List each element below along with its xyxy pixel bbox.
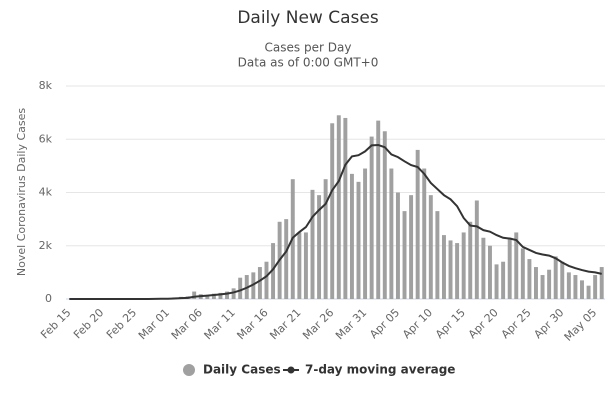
bar (428, 195, 433, 299)
bar (218, 292, 223, 299)
bar (211, 293, 216, 299)
bar (284, 219, 289, 299)
bar (501, 261, 506, 299)
bar (573, 275, 578, 299)
x-tick-label: Apr 30 (531, 306, 566, 341)
bar (468, 221, 473, 299)
y-tick-label: 4k (39, 186, 53, 199)
bar (363, 168, 368, 299)
bar (455, 243, 460, 299)
bar (231, 288, 236, 299)
bar (441, 235, 446, 299)
x-tick-label: Apr 15 (433, 306, 468, 341)
bar (547, 269, 552, 299)
bar (264, 261, 269, 299)
bar (507, 237, 512, 299)
legend-label: 7-day moving average (305, 363, 455, 377)
bar (395, 192, 400, 299)
x-tick-label: Mar 01 (136, 306, 172, 342)
moving-average-line (69, 143, 602, 300)
bar (415, 149, 420, 299)
y-axis-title: Novel Coronavirus Daily Cases (15, 108, 28, 276)
x-tick-label: Mar 26 (300, 306, 336, 342)
bar (586, 285, 591, 299)
bar (317, 195, 322, 299)
legend-symbol (287, 366, 295, 374)
bar (349, 173, 354, 299)
x-tick-label: Apr 10 (400, 306, 435, 341)
bar (422, 168, 427, 299)
x-tick-label: Feb 20 (71, 306, 106, 341)
bar (336, 115, 341, 299)
bar (409, 195, 414, 299)
legend-symbol (183, 364, 195, 376)
chart-subtitle: Data as of 0:00 GMT+0 (238, 56, 379, 70)
bar (402, 211, 407, 299)
bar (599, 267, 604, 299)
y-tick-label: 8k (39, 79, 53, 92)
bar (540, 275, 545, 299)
bar (560, 261, 565, 299)
x-tick-label: Apr 20 (466, 306, 501, 341)
bar (580, 280, 584, 299)
bar (257, 267, 262, 299)
bar (382, 131, 387, 299)
bar (566, 272, 571, 299)
x-tick-label: Mar 21 (267, 306, 303, 342)
bar (481, 237, 486, 299)
bar (356, 181, 361, 299)
x-tick-label: Mar 31 (333, 306, 369, 342)
bar (251, 272, 256, 299)
x-tick-label: Feb 25 (104, 306, 139, 341)
bar (369, 136, 374, 299)
y-tick-label: 2k (39, 239, 53, 252)
bar (238, 277, 243, 299)
x-tick-label: Apr 25 (499, 306, 534, 341)
bar (343, 117, 348, 299)
bar (389, 168, 394, 299)
bar (553, 256, 558, 299)
bar (192, 291, 197, 299)
y-tick-label: 6k (39, 132, 53, 145)
bar (330, 123, 335, 300)
bar (303, 232, 308, 299)
bar (435, 211, 440, 299)
bar (527, 259, 532, 299)
x-tick-label: Feb 15 (38, 306, 73, 341)
bar (520, 248, 525, 299)
bar (487, 245, 492, 299)
legend-label: Daily Cases (203, 363, 281, 377)
bar (461, 232, 466, 299)
x-tick-label: May 05 (562, 306, 600, 344)
x-tick-label: Mar 11 (202, 306, 238, 342)
bar (494, 264, 499, 299)
bar (310, 189, 315, 299)
bar (205, 295, 210, 299)
x-tick-label: Apr 05 (367, 306, 402, 341)
bar (534, 267, 538, 299)
chart-title: Daily New Cases (237, 8, 379, 28)
bar (376, 120, 381, 299)
x-tick-label: Mar 06 (169, 306, 205, 342)
bar (225, 291, 230, 299)
bar (593, 275, 598, 299)
x-tick-label: Mar 16 (234, 306, 270, 342)
bar (297, 232, 302, 299)
bar (323, 179, 328, 299)
chart-subtitle: Cases per Day (265, 41, 352, 55)
bar (448, 240, 453, 299)
bar (474, 200, 479, 299)
bar (271, 243, 276, 299)
y-tick-label: 0 (45, 292, 52, 305)
bar (514, 232, 519, 299)
